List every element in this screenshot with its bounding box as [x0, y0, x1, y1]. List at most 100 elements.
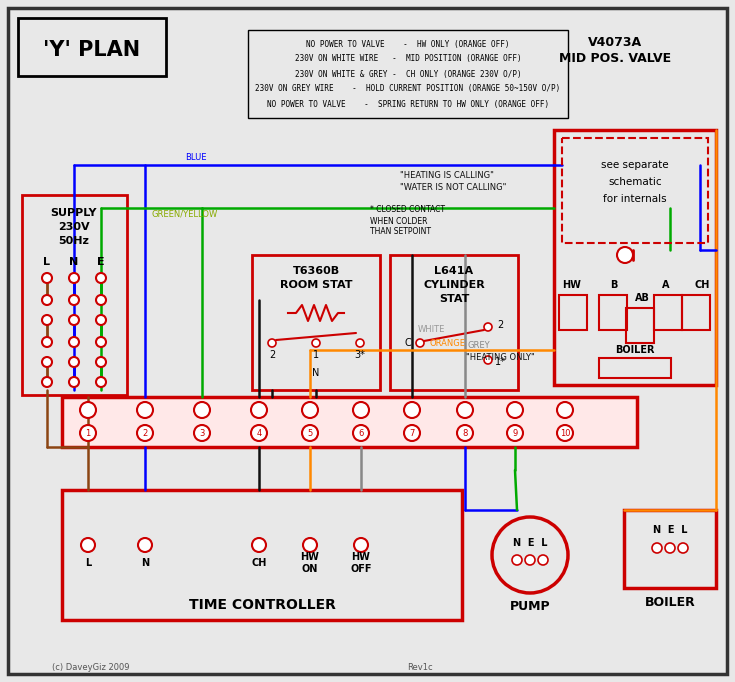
Circle shape: [80, 425, 96, 441]
Text: 1: 1: [313, 350, 319, 360]
Circle shape: [302, 402, 318, 418]
Text: 1*: 1*: [495, 357, 506, 367]
Text: 3*: 3*: [354, 350, 365, 360]
Circle shape: [96, 357, 106, 367]
Circle shape: [484, 356, 492, 364]
Text: 3: 3: [199, 428, 204, 437]
Text: 10: 10: [560, 428, 570, 437]
Circle shape: [557, 425, 573, 441]
Circle shape: [42, 337, 52, 347]
Bar: [248, 30, 568, 118]
Text: GREY: GREY: [468, 340, 491, 349]
Bar: [22, 195, 127, 395]
Text: T6360B: T6360B: [293, 266, 340, 276]
Text: Rev1c: Rev1c: [407, 664, 433, 672]
Text: 1: 1: [85, 428, 90, 437]
Text: 2: 2: [497, 320, 503, 330]
Text: 'Y' PLAN: 'Y' PLAN: [43, 40, 140, 60]
Text: N: N: [141, 558, 149, 568]
Bar: [62, 490, 462, 620]
Text: STAT: STAT: [439, 294, 469, 304]
Text: see separate: see separate: [601, 160, 669, 170]
Circle shape: [457, 402, 473, 418]
Text: 230V ON WHITE WIRE   -  MID POSITION (ORANGE OFF): 230V ON WHITE WIRE - MID POSITION (ORANG…: [295, 55, 521, 63]
Text: HW
OFF: HW OFF: [351, 552, 372, 574]
Circle shape: [69, 315, 79, 325]
Bar: [599, 358, 671, 378]
Bar: [18, 18, 166, 76]
Text: (c) DaveyGiz 2009: (c) DaveyGiz 2009: [52, 664, 129, 672]
Text: N  E  L: N E L: [513, 538, 548, 548]
Text: TIME CONTROLLER: TIME CONTROLLER: [189, 598, 335, 612]
Bar: [682, 295, 710, 330]
Circle shape: [353, 425, 369, 441]
Circle shape: [652, 543, 662, 553]
Text: 8: 8: [462, 428, 467, 437]
Text: * CLOSED CONTACT: * CLOSED CONTACT: [370, 205, 445, 215]
Text: 9: 9: [512, 428, 517, 437]
Text: N: N: [312, 368, 320, 378]
Circle shape: [512, 555, 522, 565]
Text: NO POWER TO VALVE    -  HW ONLY (ORANGE OFF): NO POWER TO VALVE - HW ONLY (ORANGE OFF): [306, 40, 510, 48]
Bar: [252, 255, 380, 390]
Text: 7: 7: [409, 428, 415, 437]
Text: 6: 6: [358, 428, 364, 437]
Circle shape: [457, 425, 473, 441]
Bar: [599, 295, 627, 330]
Circle shape: [484, 323, 492, 331]
Text: "WATER IS NOT CALLING": "WATER IS NOT CALLING": [400, 183, 506, 192]
Circle shape: [42, 315, 52, 325]
Text: WHEN COLDER: WHEN COLDER: [370, 216, 428, 226]
Circle shape: [303, 538, 317, 552]
Circle shape: [137, 425, 153, 441]
Bar: [654, 295, 682, 330]
Text: 2: 2: [143, 428, 148, 437]
Text: 2: 2: [269, 350, 275, 360]
Text: THAN SETPOINT: THAN SETPOINT: [370, 228, 431, 237]
Circle shape: [617, 247, 633, 263]
Text: L: L: [85, 558, 91, 568]
Circle shape: [356, 339, 364, 347]
Circle shape: [404, 425, 420, 441]
Circle shape: [42, 295, 52, 305]
Text: ROOM STAT: ROOM STAT: [280, 280, 352, 290]
Text: L: L: [43, 257, 51, 267]
Text: schematic: schematic: [608, 177, 662, 187]
Circle shape: [194, 402, 210, 418]
Text: CYLINDER: CYLINDER: [423, 280, 485, 290]
Text: CH: CH: [251, 558, 267, 568]
Circle shape: [69, 377, 79, 387]
Circle shape: [81, 538, 95, 552]
Text: BOILER: BOILER: [645, 595, 695, 608]
Text: 230V ON WHITE & GREY -  CH ONLY (ORANGE 230V O/P): 230V ON WHITE & GREY - CH ONLY (ORANGE 2…: [295, 70, 521, 78]
Circle shape: [42, 377, 52, 387]
Text: C: C: [405, 338, 412, 348]
Circle shape: [416, 339, 424, 347]
Bar: [390, 255, 518, 390]
Text: MID POS. VALVE: MID POS. VALVE: [559, 52, 671, 65]
Circle shape: [354, 538, 368, 552]
Text: 230V ON GREY WIRE    -  HOLD CURRENT POSITION (ORANGE 50~150V O/P): 230V ON GREY WIRE - HOLD CURRENT POSITIO…: [255, 85, 561, 93]
Circle shape: [251, 402, 267, 418]
Text: 230V: 230V: [58, 222, 90, 232]
Circle shape: [42, 357, 52, 367]
Bar: [624, 510, 716, 588]
Text: NO POWER TO VALVE    -  SPRING RETURN TO HW ONLY (ORANGE OFF): NO POWER TO VALVE - SPRING RETURN TO HW …: [267, 100, 549, 108]
Text: PUMP: PUMP: [509, 600, 551, 614]
Circle shape: [312, 339, 320, 347]
Circle shape: [507, 425, 523, 441]
Text: BLUE: BLUE: [185, 153, 207, 162]
Circle shape: [69, 295, 79, 305]
Text: A: A: [662, 280, 670, 290]
Circle shape: [302, 425, 318, 441]
Text: L641A: L641A: [434, 266, 473, 276]
Circle shape: [507, 402, 523, 418]
Text: GREEN/YELLOW: GREEN/YELLOW: [152, 209, 218, 218]
Circle shape: [194, 425, 210, 441]
Text: 50Hz: 50Hz: [59, 236, 90, 246]
Text: SUPPLY: SUPPLY: [51, 208, 97, 218]
Circle shape: [80, 402, 96, 418]
Circle shape: [252, 538, 266, 552]
Circle shape: [251, 425, 267, 441]
Bar: [554, 130, 716, 385]
